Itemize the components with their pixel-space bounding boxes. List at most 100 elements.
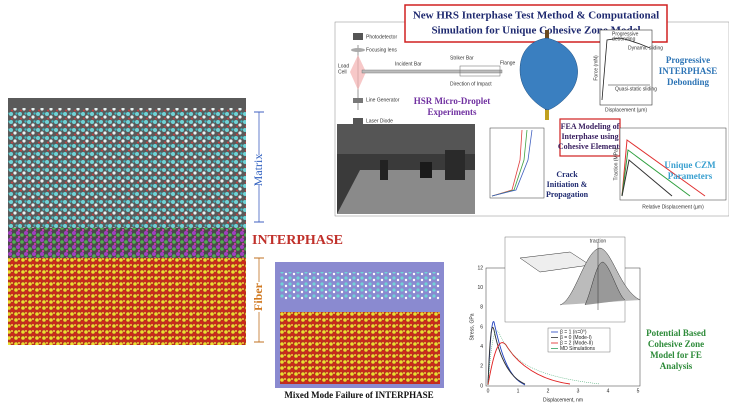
schematic-label: Focusing lens [366, 47, 397, 53]
debonding-label: Dynamic sliding [628, 45, 663, 51]
schematic: Photodetector Focusing lens Load Cell In… [338, 33, 516, 125]
y-axis-title: Stress, GPa [469, 313, 475, 340]
matrix-label: Matrix [251, 154, 265, 187]
beam [350, 72, 366, 90]
beam [350, 55, 366, 72]
lens [351, 48, 365, 52]
fea-curve [491, 129, 533, 197]
debonding-label: Progressive [612, 31, 639, 37]
title-line: Simulation for Unique Cohesive Zone Mode… [431, 25, 640, 37]
title-line: New HRS Interphase Test Method & Computa… [413, 10, 659, 22]
experiment-caption: HSR Micro-Droplet [414, 96, 490, 106]
interphase-label: INTERPHASE [252, 233, 343, 248]
x-axis-title: Displacement, nm [543, 397, 583, 403]
schematic-label: Laser Diode [366, 118, 393, 124]
debonding-caption: Debonding [667, 77, 710, 87]
y-tick-label: 4 [480, 344, 483, 350]
plot-frame [599, 29, 653, 106]
x-tick-label: 1 [517, 388, 520, 394]
fiber-label: Fiber [251, 282, 265, 311]
legend-label: β = 1 (n=0°) [560, 329, 587, 335]
debonding-label: debonding [612, 36, 636, 42]
czm-axis: Relative Displacement (µm) [642, 204, 704, 210]
plot-frame [489, 127, 545, 199]
mixed-mode-panel: Mixed Mode Failure of INTERPHASE [275, 262, 444, 400]
debonding-chart: Progressive debonding Dynamic sliding Qu… [593, 29, 663, 113]
czm-caption: Parameters [668, 171, 713, 181]
droplet-shape [519, 37, 578, 111]
schematic-label: Line Generator [366, 97, 400, 103]
matrix-region [8, 108, 246, 230]
table [337, 170, 475, 214]
fea-caption: Cohesive Elements [558, 142, 622, 151]
droplet [519, 30, 578, 120]
y-tick-label: 6 [480, 324, 483, 330]
potential-caption: Cohesive Zone [648, 339, 704, 349]
czm-chart: Relative Displacement (µm) Traction (MPa… [613, 127, 727, 210]
schematic-label: Striker Bar [450, 55, 474, 61]
debonding-axis: Displacement (µm) [605, 107, 647, 113]
fea-caption: Interphase using [561, 132, 618, 141]
fiber-region [8, 258, 246, 345]
schematic-label: Incident Bar [395, 61, 422, 67]
legend-label: β = 0 (Mode-I) [560, 335, 592, 341]
y-ticks: 12 10 8 6 4 2 0 [477, 265, 483, 389]
crack-caption: Initiation & [547, 180, 588, 189]
equipment [445, 150, 465, 180]
interphase-region [8, 228, 246, 260]
schematic-label: Flange [500, 60, 516, 66]
x-ticks: 0 1 2 3 4 5 [487, 388, 640, 394]
inset-label: traction [590, 238, 607, 244]
photodetector [353, 33, 363, 40]
x-tick-label: 5 [637, 388, 640, 394]
curve-mode-2 [487, 342, 571, 386]
traction-surface [584, 261, 626, 306]
x-tick-label: 4 [607, 388, 610, 394]
experiment-caption: Experiments [428, 107, 477, 117]
fea-chart [489, 127, 545, 199]
flange [459, 65, 501, 77]
y-tick-label: 12 [477, 265, 483, 271]
photo-wall [337, 124, 475, 154]
equipment [380, 160, 388, 180]
mixed-mode-caption: Mixed Mode Failure of INTERPHASE [284, 390, 433, 400]
y-tick-label: 2 [480, 364, 483, 370]
hrs-panel: New HRS Interphase Test Method & Computa… [334, 4, 729, 217]
crack-caption: Propagation [546, 190, 589, 199]
potential-caption: Potential Based [646, 328, 706, 338]
laser-diode [353, 118, 363, 125]
fea-caption: FEA Modeling of [561, 122, 620, 131]
czm-curve [621, 159, 673, 197]
equipment [420, 162, 432, 178]
curve-mode-0 [487, 326, 526, 386]
potential-caption: Analysis [660, 361, 693, 371]
crack-caption: Crack [556, 170, 578, 179]
czm-curve [621, 149, 691, 197]
legend-label: MD Simulations [560, 346, 596, 352]
incident-bar [361, 69, 503, 74]
schematic-label: Direction of Impact [450, 81, 492, 87]
debonding-axis: Force (mN) [593, 55, 599, 81]
md-panel: Matrix Fiber INTERPHASE [8, 98, 343, 345]
potential-caption: Model for FE [650, 350, 702, 360]
y-tick-label: 0 [480, 383, 483, 389]
legend-label: β = 2 (Mode-II) [560, 340, 593, 346]
schematic-label: Photodetector [366, 34, 397, 40]
schematic-label: Cell [338, 69, 347, 75]
legend [547, 327, 611, 353]
y-tick-label: 8 [480, 305, 483, 311]
mm-fiber [280, 312, 440, 384]
schematic-label: Load [338, 63, 349, 69]
label-bg [253, 155, 265, 185]
debonding-caption: Progressive [666, 55, 710, 65]
force-curve [601, 37, 651, 101]
plot-frame [619, 127, 727, 201]
x-tick-label: 2 [547, 388, 550, 394]
czm-caption: Unique CZM [664, 160, 716, 170]
czm-axis: Traction (MPa) [613, 147, 619, 180]
mm-matrix [280, 272, 440, 300]
debonding-caption: INTERPHASE [659, 66, 718, 76]
